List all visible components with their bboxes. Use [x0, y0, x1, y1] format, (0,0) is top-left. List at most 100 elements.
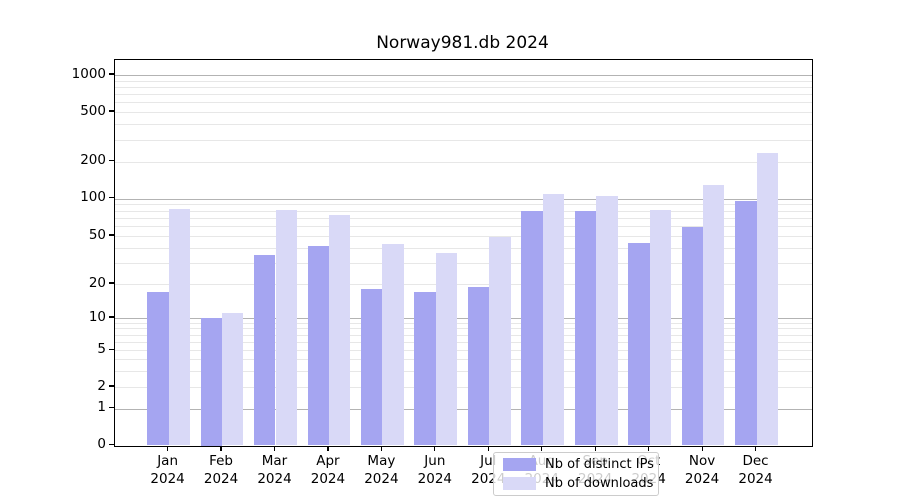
y-tick-mark-10 [109, 316, 114, 318]
legend-label-distinct-ips: Nb of distinct IPs [545, 457, 654, 472]
y-tick-mark-5 [109, 348, 114, 350]
gridline-80 [115, 210, 812, 212]
bar-jul-distinct-ips [467, 286, 490, 446]
x-tick-label-apr: Apr 2024 [293, 453, 363, 488]
y-tick-mark-1 [109, 407, 114, 409]
y-tick-label-200: 200 [80, 152, 106, 168]
x-tick-label-may: May 2024 [346, 453, 416, 488]
bar-feb-distinct-ips [200, 318, 223, 446]
x-tick-mark-may [380, 445, 382, 451]
bar-jul-downloads [489, 237, 511, 446]
gridline-1000 [115, 75, 812, 76]
x-tick-year-jun: 2024 [417, 470, 453, 487]
legend: Nb of distinct IPs Nb of downloads [493, 452, 659, 496]
bar-aug-distinct-ips [521, 211, 543, 446]
y-tick-mark-100 [109, 197, 114, 199]
gridline-400 [115, 124, 812, 126]
x-tick-year-nov: 2024 [684, 470, 720, 487]
y-tick-label-100: 100 [80, 189, 106, 206]
gridline-10 [115, 318, 812, 319]
x-tick-label-feb: Feb 2024 [186, 453, 256, 488]
x-tick-mark-oct [648, 445, 650, 451]
x-tick-mark-aug [541, 445, 543, 451]
y-tick-mark-2 [109, 385, 114, 387]
x-tick-year-dec: 2024 [738, 470, 773, 487]
bar-sep-downloads [596, 196, 618, 446]
y-tick-label-500: 500 [80, 102, 106, 119]
legend-swatch-downloads [503, 477, 536, 490]
legend-row-distinct-ips: Nb of distinct IPs [503, 457, 654, 473]
y-tick-label-2: 2 [97, 377, 106, 394]
x-tick-year-mar: 2024 [257, 470, 292, 487]
gridline-1 [115, 408, 812, 410]
gridline-800 [115, 86, 812, 88]
bar-apr-downloads [328, 214, 351, 446]
gridline-100 [115, 198, 812, 200]
bar-dec-distinct-ips [735, 201, 757, 446]
y-tick-mark-1000 [109, 73, 114, 75]
bar-jun-downloads [435, 253, 458, 446]
bar-oct-distinct-ips [628, 242, 650, 446]
x-tick-label-jun: Jun 2024 [400, 453, 470, 488]
y-tick-mark-200 [109, 159, 114, 162]
y-tick-mark-50 [109, 234, 114, 236]
gridline-20 [115, 284, 812, 285]
bar-dec-downloads [756, 152, 778, 446]
bar-nov-downloads [703, 184, 725, 446]
gridline-900 [115, 80, 812, 82]
y-tick-label-50: 50 [88, 226, 106, 243]
x-tick-year-apr: 2024 [310, 470, 346, 487]
bar-mar-downloads [275, 210, 297, 446]
legend-swatch-distinct-ips [503, 458, 536, 471]
gridline-70 [115, 217, 812, 219]
y-tick-mark-0 [109, 443, 114, 446]
y-tick-mark-500 [109, 110, 114, 112]
y-tick-label-1000: 1000 [71, 65, 106, 82]
bar-jan-downloads [168, 208, 190, 446]
gridline-7 [115, 334, 812, 336]
bar-jun-distinct-ips [414, 291, 436, 446]
gridline-500 [115, 112, 812, 113]
gridline-600 [115, 102, 812, 104]
gridline-700 [115, 94, 812, 96]
x-tick-mark-jun [434, 445, 436, 451]
bar-sep-distinct-ips [574, 210, 597, 446]
x-tick-mark-apr [327, 445, 329, 451]
x-tick-mark-jan [167, 445, 169, 451]
x-tick-mark-mar [273, 445, 276, 451]
bar-apr-distinct-ips [307, 246, 329, 446]
x-tick-label-mar: Mar 2024 [240, 453, 310, 488]
gridline-300 [115, 139, 812, 141]
y-tick-label-5: 5 [97, 340, 106, 357]
gridline-200 [115, 161, 812, 163]
y-tick-label-10: 10 [88, 308, 106, 325]
gridline-40 [115, 247, 812, 249]
gridline-2 [115, 387, 812, 388]
x-tick-year-feb: 2024 [203, 470, 239, 487]
y-tick-label-1: 1 [97, 399, 106, 416]
legend-row-downloads: Nb of downloads [503, 476, 654, 492]
x-tick-mark-dec [754, 445, 757, 451]
chart-title: Norway981.db 2024 [376, 33, 549, 53]
gridline-3 [115, 370, 812, 372]
gridline-8 [115, 328, 812, 330]
gridline-50 [115, 236, 812, 237]
gridline-60 [115, 226, 812, 228]
x-tick-mark-sep [594, 445, 596, 451]
gridline-90 [115, 204, 812, 206]
bar-mar-distinct-ips [254, 254, 276, 446]
bar-feb-downloads [222, 313, 244, 446]
bar-may-downloads [382, 243, 404, 446]
bar-nov-distinct-ips [681, 227, 704, 446]
bar-aug-downloads [542, 193, 565, 446]
bar-may-distinct-ips [361, 289, 383, 446]
legend-label-downloads: Nb of downloads [545, 476, 654, 491]
x-tick-label-jan: Jan 2024 [133, 453, 203, 488]
x-tick-label-nov: Nov 2024 [667, 453, 737, 488]
bar-jan-distinct-ips [147, 291, 169, 446]
x-tick-year-may: 2024 [364, 470, 399, 487]
gridline-9 [115, 322, 812, 324]
plot-area: Nb of distinct IPs Nb of downloads [114, 59, 813, 496]
x-tick-mark-nov [701, 445, 703, 451]
